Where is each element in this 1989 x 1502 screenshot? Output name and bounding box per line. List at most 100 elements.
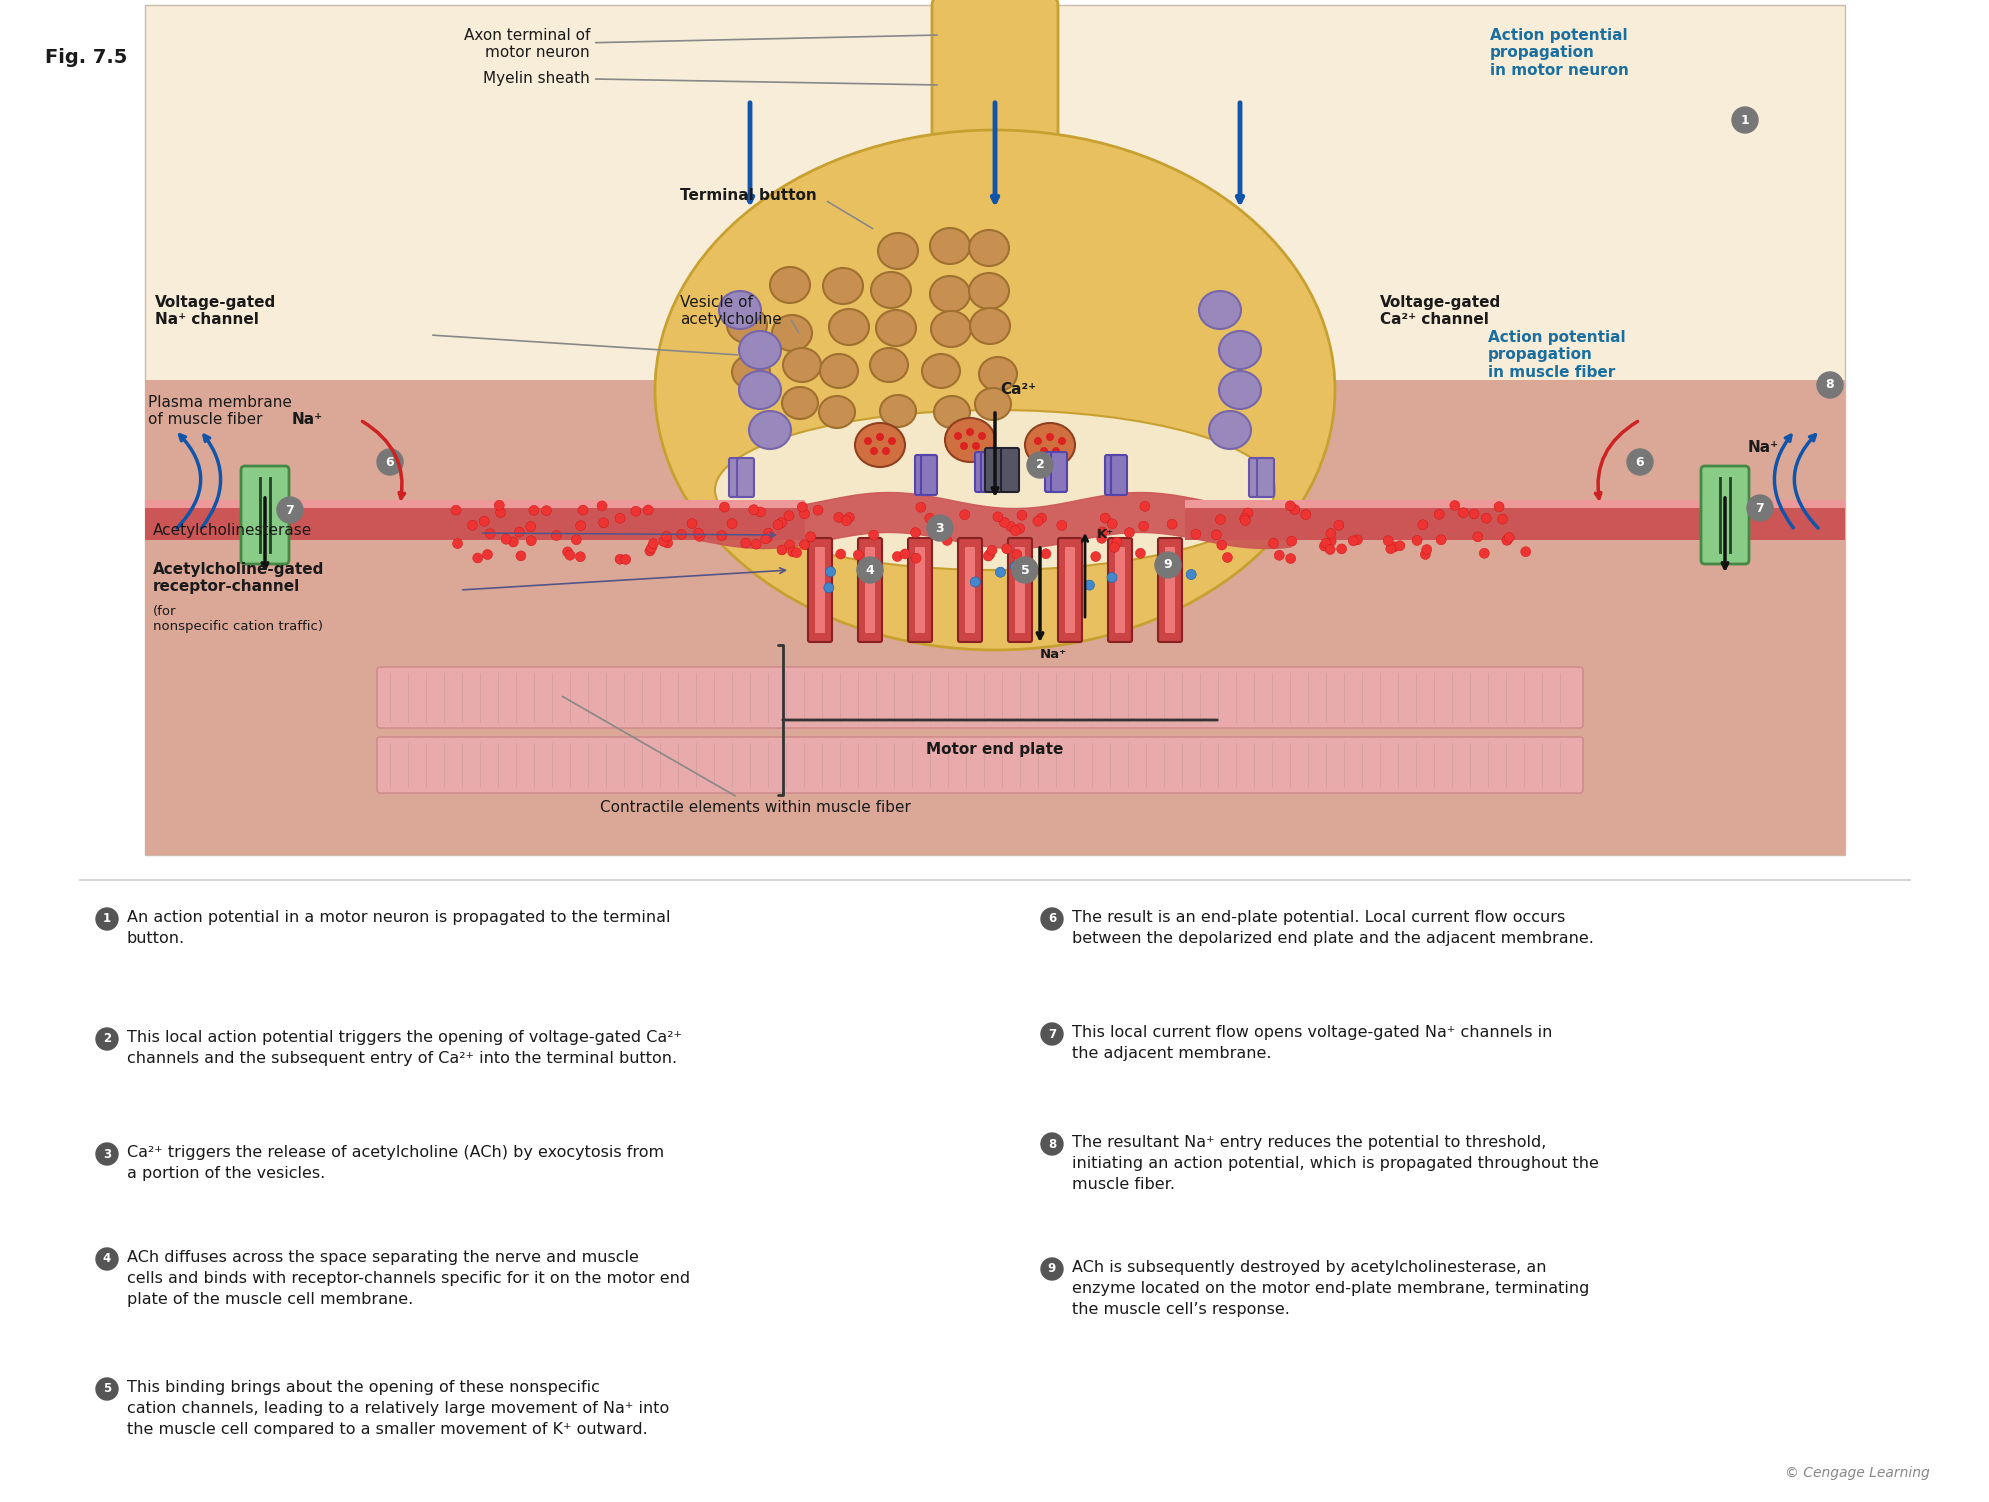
Circle shape (479, 517, 489, 526)
Circle shape (1084, 580, 1094, 590)
Text: Voltage-gated
Na⁺ channel: Voltage-gated Na⁺ channel (155, 294, 276, 327)
Circle shape (1040, 548, 1050, 559)
Text: 1: 1 (1740, 114, 1748, 126)
FancyBboxPatch shape (808, 538, 831, 641)
Circle shape (1325, 536, 1335, 547)
Circle shape (95, 1143, 117, 1166)
Circle shape (1418, 520, 1428, 530)
Circle shape (692, 529, 702, 538)
Circle shape (1046, 433, 1054, 442)
FancyBboxPatch shape (907, 538, 931, 641)
FancyBboxPatch shape (1164, 547, 1174, 632)
Circle shape (1816, 372, 1842, 398)
Circle shape (1436, 535, 1446, 545)
Circle shape (869, 448, 877, 455)
FancyBboxPatch shape (241, 466, 288, 563)
Circle shape (965, 428, 973, 436)
Ellipse shape (869, 348, 907, 382)
Circle shape (835, 550, 845, 559)
Ellipse shape (921, 354, 959, 388)
Text: 7: 7 (286, 503, 294, 517)
Circle shape (495, 508, 505, 518)
Ellipse shape (1209, 412, 1251, 449)
Circle shape (1034, 437, 1042, 445)
Ellipse shape (969, 230, 1008, 266)
Circle shape (1052, 448, 1060, 455)
Circle shape (784, 511, 794, 521)
FancyBboxPatch shape (1008, 538, 1032, 641)
Circle shape (1189, 529, 1199, 539)
Ellipse shape (772, 315, 812, 351)
Ellipse shape (718, 291, 760, 329)
Text: The result is an end-plate potential. Local current flow occurs
between the depo: The result is an end-plate potential. Lo… (1072, 910, 1593, 946)
Circle shape (1058, 437, 1066, 445)
Circle shape (756, 508, 766, 517)
Circle shape (1321, 538, 1331, 548)
Text: Vesicle of
acetylcholine: Vesicle of acetylcholine (680, 294, 782, 327)
Text: Ca²⁺ triggers the release of acetylcholine (ACh) by exocytosis from
a portion of: Ca²⁺ triggers the release of acetylcholi… (127, 1145, 664, 1181)
Circle shape (565, 550, 575, 560)
FancyBboxPatch shape (1104, 455, 1120, 496)
Circle shape (660, 532, 670, 541)
FancyBboxPatch shape (1014, 547, 1024, 632)
FancyBboxPatch shape (1158, 538, 1181, 641)
FancyBboxPatch shape (1114, 547, 1124, 632)
Ellipse shape (748, 412, 790, 449)
Circle shape (1285, 554, 1295, 563)
Circle shape (1100, 514, 1110, 523)
Text: This binding brings about the opening of these nonspecific
cation channels, lead: This binding brings about the opening of… (127, 1380, 668, 1437)
Circle shape (1096, 533, 1106, 544)
Circle shape (814, 505, 823, 515)
Text: © Cengage Learning: © Cengage Learning (1784, 1466, 1929, 1479)
Ellipse shape (654, 131, 1335, 650)
Circle shape (646, 542, 656, 553)
Ellipse shape (877, 233, 917, 269)
FancyBboxPatch shape (965, 547, 975, 632)
Circle shape (1325, 545, 1335, 554)
Text: Na⁺: Na⁺ (1746, 440, 1778, 455)
Circle shape (1394, 541, 1404, 551)
Circle shape (1243, 508, 1253, 518)
Circle shape (941, 536, 951, 545)
Ellipse shape (931, 311, 971, 347)
Text: Terminal button: Terminal button (680, 188, 815, 203)
Ellipse shape (732, 354, 770, 389)
Circle shape (563, 547, 573, 557)
Text: This local action potential triggers the opening of voltage-gated Ca²⁺
channels : This local action potential triggers the… (127, 1030, 682, 1066)
Circle shape (1319, 541, 1329, 551)
Circle shape (1478, 548, 1488, 559)
Text: Contractile elements within muscle fiber: Contractile elements within muscle fiber (563, 697, 911, 816)
Circle shape (1458, 508, 1468, 518)
Circle shape (1285, 500, 1295, 511)
Text: 4: 4 (103, 1253, 111, 1266)
Circle shape (1337, 544, 1347, 554)
Text: 9: 9 (1048, 1263, 1056, 1275)
Circle shape (1040, 909, 1062, 930)
FancyBboxPatch shape (865, 547, 875, 632)
Circle shape (863, 437, 871, 445)
Circle shape (1136, 548, 1146, 559)
Circle shape (985, 550, 994, 559)
Circle shape (953, 433, 961, 440)
FancyBboxPatch shape (985, 448, 1002, 493)
Circle shape (726, 518, 736, 529)
Circle shape (1388, 542, 1398, 551)
Text: (for
nonspecific cation traffic): (for nonspecific cation traffic) (153, 605, 322, 632)
FancyBboxPatch shape (145, 380, 1844, 855)
Circle shape (644, 545, 654, 556)
Circle shape (1384, 544, 1394, 554)
Circle shape (1026, 452, 1052, 478)
Text: Acetylcholinesterase: Acetylcholinesterase (153, 523, 312, 538)
Circle shape (772, 520, 782, 530)
FancyBboxPatch shape (1183, 500, 1844, 508)
FancyBboxPatch shape (1257, 458, 1273, 497)
Circle shape (998, 517, 1008, 527)
Circle shape (1627, 449, 1653, 475)
Ellipse shape (829, 309, 869, 345)
Text: An action potential in a motor neuron is propagated to the terminal
button.: An action potential in a motor neuron is… (127, 910, 670, 946)
Circle shape (1016, 511, 1026, 520)
Circle shape (658, 536, 668, 547)
Circle shape (95, 909, 117, 930)
Circle shape (740, 538, 750, 548)
Circle shape (887, 437, 895, 445)
